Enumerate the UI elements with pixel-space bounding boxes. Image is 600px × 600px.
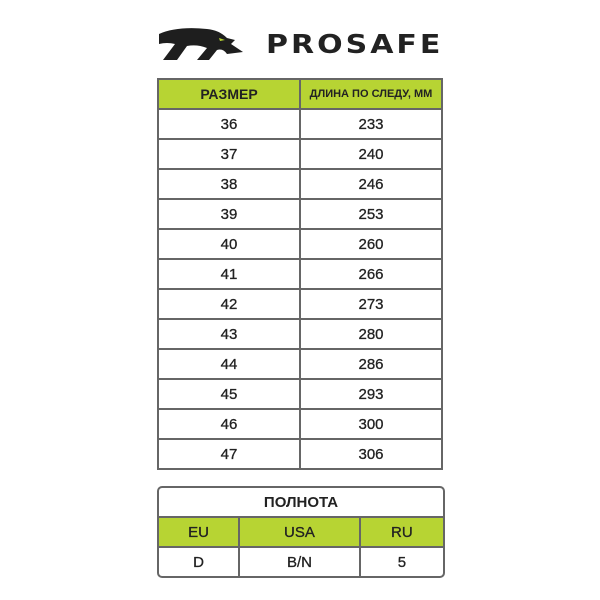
size-cell: 37 [157,138,301,170]
table-row: 45 293 [157,378,443,410]
size-cell: 39 [157,198,301,230]
length-cell: 233 [299,108,443,140]
brand-name: PROSAFE [266,30,444,60]
table-row: 46 300 [157,408,443,440]
length-cell: 240 [299,138,443,170]
value-eu: D [157,546,241,577]
table-row: 38 246 [157,168,443,200]
table-row: 40 260 [157,228,443,260]
size-cell: 44 [157,348,301,380]
header-eu: EU [157,516,241,548]
length-cell: 253 [299,198,443,230]
length-cell: 293 [299,378,443,410]
length-cell: 286 [299,348,443,380]
width-table: ПОЛНОТА EU USA RU D B/N 5 [157,486,445,578]
size-cell: 47 [157,438,301,470]
value-usa: B/N [238,546,361,577]
table-row: 42 273 [157,288,443,320]
length-cell: 300 [299,408,443,440]
table-row: 47 306 [157,438,443,470]
table-row: 41 266 [157,258,443,290]
header-length: ДЛИНА ПО СЛЕДУ, ММ [299,78,443,110]
length-cell: 266 [299,258,443,290]
length-cell: 280 [299,318,443,350]
length-cell: 260 [299,228,443,260]
size-cell: 40 [157,228,301,260]
table-row: 36 233 [157,108,443,140]
width-title: ПОЛНОТА [158,487,444,518]
header-size: РАЗМЕР [157,78,301,110]
table-row: 39 253 [157,198,443,230]
size-cell: 45 [157,378,301,410]
header-ru: RU [358,516,445,548]
header-usa: USA [238,516,361,548]
size-cell: 38 [157,168,301,200]
size-table: РАЗМЕР ДЛИНА ПО СЛЕДУ, ММ 36 233 37 240 38 24… [157,78,443,470]
table-row: 37 240 [157,138,443,170]
length-cell: 306 [299,438,443,470]
size-cell: 36 [157,108,301,140]
length-cell: 273 [299,288,443,320]
size-cell: 42 [157,288,301,320]
length-cell: 246 [299,168,443,200]
table-row: 44 286 [157,348,443,380]
size-cell: 41 [157,258,301,290]
value-ru: 5 [358,546,445,577]
table-row: 43 280 [157,318,443,350]
size-cell: 46 [157,408,301,440]
size-cell: 43 [157,318,301,350]
rhino-logo-icon [159,28,243,60]
